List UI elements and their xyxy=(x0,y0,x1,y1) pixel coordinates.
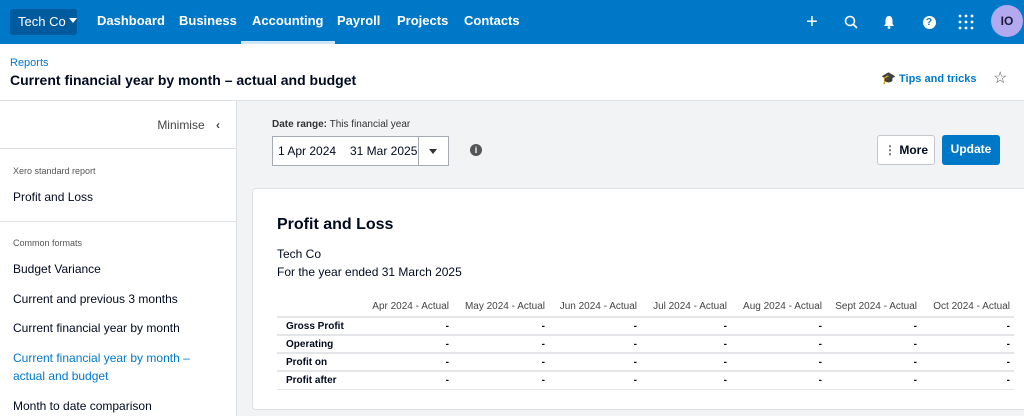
cell-value[interactable]: - xyxy=(826,316,921,335)
cell-value[interactable]: - xyxy=(364,370,453,390)
nav-accounting[interactable]: Accounting xyxy=(241,0,335,44)
more-label: More xyxy=(899,143,928,157)
graduation-cap-icon: 🎓 xyxy=(881,71,896,85)
cell-value[interactable]: - xyxy=(731,370,826,390)
cell-value[interactable]: - xyxy=(826,352,921,371)
report-period: For the year ended 31 March 2025 xyxy=(277,265,462,279)
section-standard: Xero standard report xyxy=(13,166,96,176)
help-icon[interactable]: ? xyxy=(919,12,939,32)
cell-value[interactable]: - xyxy=(453,352,549,371)
org-switcher[interactable]: Tech Co xyxy=(10,9,77,35)
sidebar-item-current-previous-3-months[interactable]: Current and previous 3 months xyxy=(13,292,178,306)
cell-value[interactable]: - xyxy=(731,352,826,371)
cell-value[interactable]: - xyxy=(453,316,549,335)
column-header: Aug 2024 - Actual xyxy=(743,301,822,312)
report-table: Apr 2024 - Actual May 2024 - Actual Jun 20… xyxy=(277,297,1014,390)
cell-value[interactable]: - xyxy=(453,370,549,390)
cell-value[interactable]: - xyxy=(826,334,921,353)
org-name: Tech Co xyxy=(18,14,66,29)
row-label[interactable]: Operating xyxy=(277,334,364,353)
report-title: Profit and Loss xyxy=(277,216,394,233)
cell-value[interactable]: - xyxy=(641,352,731,371)
column-header: Apr 2024 - Actual xyxy=(372,301,449,312)
apps-grid-icon[interactable] xyxy=(956,12,976,32)
user-avatar[interactable]: IO xyxy=(991,5,1023,37)
column-header: Sept 2024 - Actual xyxy=(835,301,917,312)
divider xyxy=(0,221,236,222)
sidebar: Minimise ‹ Xero standard report Profit a… xyxy=(0,101,237,416)
date-range-label: Date range: This financial year xyxy=(272,119,411,130)
tips-label: Tips and tricks xyxy=(899,73,977,85)
cell-value[interactable]: - xyxy=(921,316,1014,335)
column-header: Oct 2024 - Actual xyxy=(933,301,1010,312)
cell-value[interactable]: - xyxy=(731,316,826,335)
plus-icon[interactable]: + xyxy=(806,10,818,33)
table-row: Operating - - - - - - - xyxy=(277,334,1014,353)
cell-value[interactable]: - xyxy=(549,370,641,390)
cell-value[interactable]: - xyxy=(549,334,641,353)
row-label[interactable]: Profit on xyxy=(277,352,364,371)
table-row: Gross Profit - - - - - - - xyxy=(277,316,1014,335)
report-card: Profit and Loss Tech Co For the year end… xyxy=(252,188,1024,410)
more-button[interactable]: ⋮ More xyxy=(877,135,935,165)
cell-value[interactable]: - xyxy=(641,334,731,353)
search-icon[interactable] xyxy=(841,12,861,32)
table-row: Profit after - - - - - - - xyxy=(277,370,1014,390)
sidebar-item-current-fy-actual-budget[interactable]: Current financial year by month – actual… xyxy=(13,351,190,383)
nav-payroll[interactable]: Payroll xyxy=(337,13,381,28)
page-title: Current financial year by month – actual… xyxy=(10,72,357,88)
caret-down-icon xyxy=(429,149,437,158)
row-header-blank xyxy=(277,297,364,317)
date-from-input[interactable]: 1 Apr 2024 xyxy=(272,136,346,166)
cell-value[interactable]: - xyxy=(921,370,1014,390)
date-to-input[interactable]: 31 Mar 2025 xyxy=(345,136,419,166)
page-header: Reports Current financial year by month … xyxy=(0,44,1024,101)
tips-and-tricks-link[interactable]: 🎓 Tips and tricks xyxy=(881,71,976,85)
kebab-icon: ⋮ xyxy=(883,143,896,157)
cell-value[interactable]: - xyxy=(921,334,1014,353)
date-range-dropdown[interactable] xyxy=(418,136,449,166)
cell-value[interactable]: - xyxy=(549,352,641,371)
row-label[interactable]: Gross Profit xyxy=(277,316,364,335)
nav-projects[interactable]: Projects xyxy=(397,13,449,28)
top-nav: Tech Co Dashboard Business Accounting Pa… xyxy=(0,0,1024,44)
nav-dashboard[interactable]: Dashboard xyxy=(97,13,165,28)
info-icon[interactable]: i xyxy=(470,144,482,156)
cell-value[interactable]: - xyxy=(641,370,731,390)
cell-value[interactable]: - xyxy=(731,334,826,353)
breadcrumb-reports[interactable]: Reports xyxy=(10,57,49,69)
cell-value[interactable]: - xyxy=(826,370,921,390)
cell-value[interactable]: - xyxy=(364,316,453,335)
sidebar-item-month-to-date[interactable]: Month to date comparison xyxy=(13,399,152,413)
table-row: Profit on - - - - - - - xyxy=(277,352,1014,371)
chevron-left-icon: ‹ xyxy=(216,118,220,132)
sidebar-item-current-fy-by-month[interactable]: Current financial year by month xyxy=(13,321,180,335)
cell-value[interactable]: - xyxy=(549,316,641,335)
divider xyxy=(0,148,236,149)
update-button[interactable]: Update xyxy=(942,135,1000,165)
nav-business[interactable]: Business xyxy=(179,13,237,28)
report-org: Tech Co xyxy=(277,247,322,261)
nav-contacts[interactable]: Contacts xyxy=(464,13,520,28)
sidebar-item-budget-variance[interactable]: Budget Variance xyxy=(13,262,101,276)
caret-down-icon xyxy=(68,18,77,27)
column-header: Jul 2024 - Actual xyxy=(653,301,727,312)
cell-value[interactable]: - xyxy=(364,334,453,353)
sidebar-item-profit-and-loss[interactable]: Profit and Loss xyxy=(13,190,94,204)
cell-value[interactable]: - xyxy=(641,316,731,335)
section-common-formats: Common formats xyxy=(13,238,83,248)
minimise-button[interactable]: Minimise ‹ xyxy=(157,118,220,132)
column-header: May 2024 - Actual xyxy=(464,301,545,312)
cell-value[interactable]: - xyxy=(453,334,549,353)
bell-icon[interactable] xyxy=(879,12,899,32)
cell-value[interactable]: - xyxy=(921,352,1014,371)
row-label[interactable]: Profit after xyxy=(277,370,364,390)
column-header: Jun 2024 - Actual xyxy=(559,301,637,312)
star-icon[interactable]: ☆ xyxy=(993,70,1008,87)
cell-value[interactable]: - xyxy=(364,352,453,371)
minimise-label: Minimise xyxy=(157,118,205,132)
